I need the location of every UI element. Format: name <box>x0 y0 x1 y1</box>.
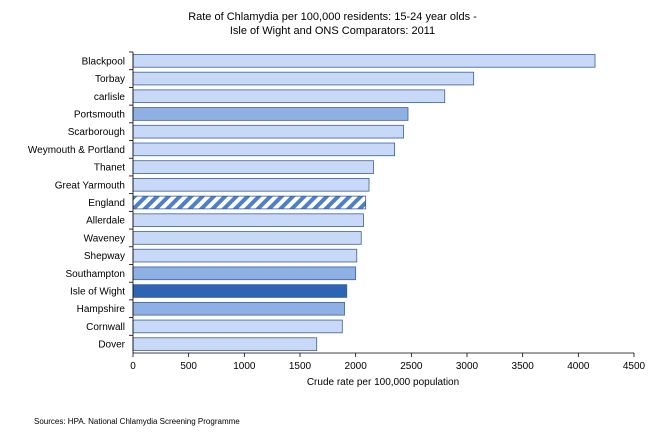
x-tick-label: 3500 <box>512 361 535 372</box>
category-label-isle-of-wight: Isle of Wight <box>70 287 125 298</box>
bar-isle-of-wight <box>132 284 348 298</box>
x-tick-label: 4000 <box>567 361 590 372</box>
bar-scarborough <box>132 124 404 139</box>
bar-thanet <box>132 160 374 174</box>
x-tick-label: 2000 <box>345 361 368 372</box>
x-tick-label: 2500 <box>400 361 423 372</box>
source-note: Sources: HPA. National Chlamydia Screeni… <box>34 417 240 426</box>
category-label-hampshire: Hampshire <box>77 304 126 315</box>
bar-waveney <box>132 231 362 245</box>
bar-england <box>132 195 367 210</box>
category-label-scarborough: Scarborough <box>68 127 125 138</box>
bar-torbay <box>132 71 475 86</box>
bar-dover <box>132 337 318 351</box>
category-label-shepway: Shepway <box>84 251 125 262</box>
category-label-weymouth-portland: Weymouth & Portland <box>28 145 125 156</box>
category-label-blackpool: Blackpool <box>82 56 125 67</box>
category-label-england: England <box>88 198 125 209</box>
chart-title-line-2: Isle of Wight and ONS Comparators: 2011 <box>229 25 436 37</box>
category-label-waveney: Waveney <box>84 233 125 244</box>
bar-shepway <box>132 248 358 263</box>
bar-hampshire <box>132 301 345 316</box>
bar-carlisle <box>132 89 446 104</box>
category-label-carlisle: carlisle <box>94 92 126 103</box>
bar-portsmouth <box>132 107 409 121</box>
bar-cornwall <box>132 319 343 334</box>
x-axis-label: Crude rate per 100,000 population <box>307 377 459 388</box>
bar-weymouth-portland <box>132 142 396 157</box>
category-label-cornwall: Cornwall <box>86 322 125 333</box>
x-tick-label: 500 <box>180 361 197 372</box>
category-label-allerdale: Allerdale <box>86 216 125 227</box>
x-tick-label: 3000 <box>456 361 479 372</box>
bar-great-yarmouth <box>132 178 370 192</box>
chart-title-line-1: Rate of Chlamydia per 100,000 residents:… <box>188 11 477 23</box>
category-label-portsmouth: Portsmouth <box>74 109 125 120</box>
category-label-great-yarmouth: Great Yarmouth <box>55 180 125 191</box>
category-label-torbay: Torbay <box>95 74 125 85</box>
category-label-dover: Dover <box>98 340 125 351</box>
x-tick-label: 4500 <box>623 361 646 372</box>
bar-blackpool <box>132 54 596 68</box>
x-tick-label: 1500 <box>289 361 312 372</box>
bar-southampton <box>132 266 357 281</box>
x-tick-label: 1000 <box>233 361 256 372</box>
category-label-thanet: Thanet <box>94 163 125 174</box>
bar-allerdale <box>132 213 364 227</box>
category-label-southampton: Southampton <box>66 269 126 280</box>
x-tick-label: 0 <box>130 361 136 372</box>
